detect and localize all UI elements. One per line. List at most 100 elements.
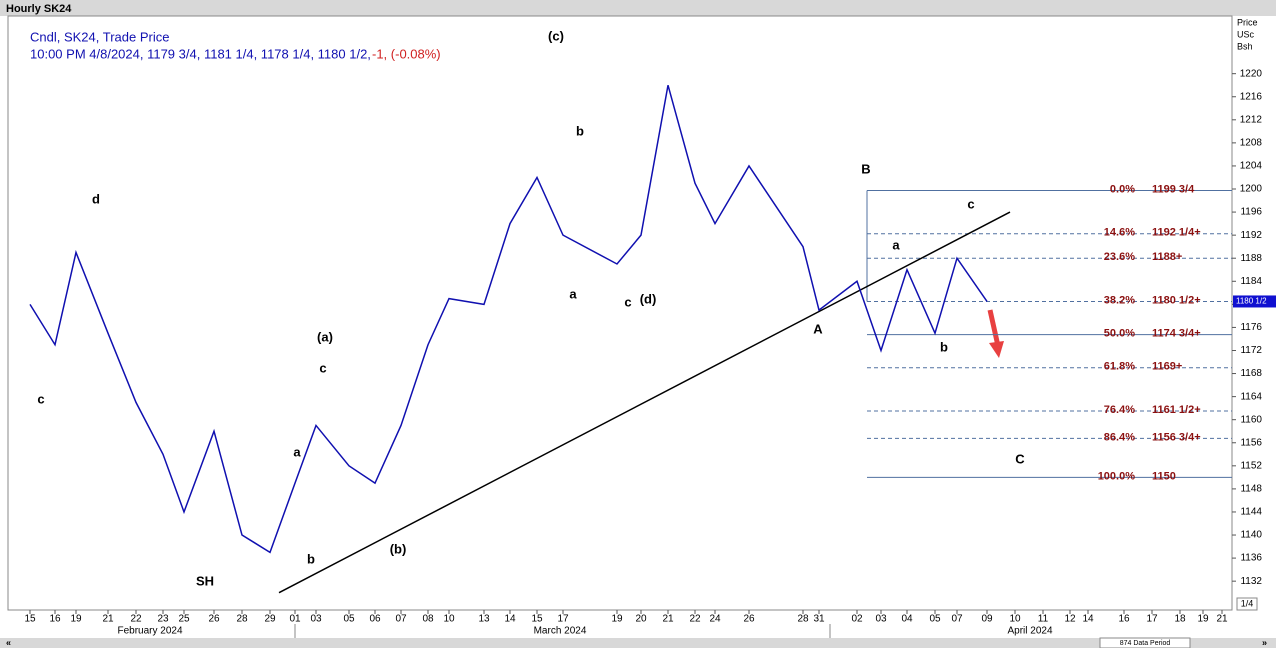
fib-price: 1174 3/4+	[1152, 328, 1201, 340]
y-tick-label: 1152	[1240, 460, 1262, 471]
wave-label: (d)	[640, 291, 657, 306]
axis-header: Bsh	[1237, 41, 1253, 51]
chart-title: Hourly SK24	[6, 3, 72, 15]
x-tick-label: 09	[981, 614, 993, 625]
x-tick-label: 10	[443, 614, 455, 625]
x-tick-label: 16	[1118, 614, 1130, 625]
wave-label: b	[940, 339, 948, 354]
x-tick-label: 19	[611, 614, 623, 625]
fib-price: 1169+	[1152, 361, 1182, 373]
title-bar	[0, 0, 1276, 16]
legend-line: 10:00 PM 4/8/2024, 1179 3/4, 1181 1/4, 1…	[30, 46, 371, 61]
month-label: March 2024	[534, 626, 587, 637]
y-tick-label: 1140	[1240, 530, 1262, 541]
y-tick-label: 1172	[1240, 345, 1262, 356]
fib-pct: 14.6%	[1104, 227, 1135, 239]
y-tick-label: 1164	[1240, 391, 1262, 402]
current-price-box	[1233, 295, 1276, 308]
wave-label: a	[892, 237, 900, 252]
zoom-box[interactable]	[1236, 597, 1258, 611]
x-tick-label: 29	[264, 614, 276, 625]
x-tick-label: 05	[929, 614, 941, 625]
fib-price: 1192 1/4+	[1152, 227, 1201, 239]
x-tick-label: 12	[1064, 614, 1076, 625]
fib-pct: 38.2%	[1104, 294, 1135, 306]
price-line	[29, 85, 988, 554]
wave-label: (a)	[317, 329, 333, 344]
fib-price: 1150	[1152, 470, 1176, 482]
y-tick-label: 1208	[1240, 138, 1263, 149]
arrow-head	[989, 341, 1004, 358]
plot-area	[7, 15, 1233, 611]
scroll-right[interactable]: »	[1262, 637, 1267, 647]
fib-price: 1180 1/2+	[1152, 294, 1201, 306]
x-tick-label: 19	[70, 614, 82, 625]
wave-label: c	[967, 196, 974, 211]
fib-pct: 23.6%	[1104, 251, 1135, 263]
fib-price: 1156 3/4+	[1152, 431, 1201, 443]
wave-label: B	[861, 161, 870, 176]
month-label: April 2024	[1007, 626, 1052, 637]
x-tick-label: 26	[208, 614, 220, 625]
arrow	[987, 309, 1001, 347]
y-tick-label: 1176	[1240, 322, 1262, 333]
fib-pct: 61.8%	[1104, 361, 1135, 373]
fib-pct: 0.0%	[1110, 183, 1135, 195]
x-tick-label: 28	[236, 614, 248, 625]
footer-text: 874 Data Period	[1120, 640, 1171, 647]
fib-price: 1199 3/4	[1152, 183, 1195, 195]
x-tick-label: 17	[557, 614, 569, 625]
x-tick-label: 15	[531, 614, 543, 625]
current-price-label: 1180 1/2	[1236, 297, 1267, 306]
wave-label: a	[569, 286, 577, 301]
x-tick-label: 11	[1038, 614, 1049, 625]
x-tick-label: 05	[343, 614, 355, 625]
legend-change: -1, (-0.08%)	[372, 46, 441, 61]
x-tick-label: 28	[797, 614, 809, 625]
x-tick-label: 01	[289, 614, 301, 625]
x-tick-label: 10	[1009, 614, 1021, 625]
wave-label: c	[319, 360, 326, 375]
x-tick-label: 16	[49, 614, 61, 625]
wave-label: c	[37, 391, 44, 406]
wave-label: d	[92, 191, 100, 206]
y-tick-label: 1216	[1240, 91, 1263, 102]
x-tick-label: 06	[369, 614, 381, 625]
x-tick-label: 02	[851, 614, 863, 625]
wave-label: C	[1015, 451, 1025, 466]
fib-pct: 100.0%	[1098, 470, 1136, 482]
y-tick-label: 1188	[1240, 253, 1262, 264]
y-tick-label: 1148	[1240, 484, 1262, 495]
axis-header: USc	[1237, 29, 1255, 39]
y-tick-label: 1192	[1240, 230, 1262, 241]
fib-price: 1161 1/2+	[1152, 404, 1201, 416]
wave-label: (b)	[390, 541, 407, 556]
fib-pct: 86.4%	[1104, 431, 1135, 443]
x-tick-label: 24	[709, 614, 721, 625]
wave-label: b	[576, 123, 584, 138]
x-tick-label: 07	[951, 614, 963, 625]
wave-label: (c)	[548, 28, 564, 43]
x-tick-label: 13	[478, 614, 490, 625]
y-tick-label: 1184	[1240, 276, 1262, 287]
x-tick-label: 22	[689, 614, 701, 625]
x-tick-label: 21	[1216, 614, 1228, 625]
y-tick-label: 1156	[1240, 437, 1262, 448]
y-tick-label: 1160	[1240, 414, 1262, 425]
fib-price: 1188+	[1152, 251, 1182, 263]
y-tick-label: 1204	[1240, 161, 1263, 172]
y-tick-label: 1200	[1240, 184, 1263, 195]
x-tick-label: 08	[422, 614, 434, 625]
wave-label: A	[813, 321, 823, 336]
x-tick-label: 15	[24, 614, 36, 625]
x-tick-label: 04	[901, 614, 913, 625]
x-tick-label: 21	[662, 614, 674, 625]
scroll-left[interactable]: «	[6, 637, 11, 647]
x-tick-label: 21	[102, 614, 114, 625]
y-tick-label: 1220	[1240, 68, 1263, 79]
wave-label: c	[624, 294, 631, 309]
x-tick-label: 03	[310, 614, 322, 625]
wave-label: a	[293, 444, 301, 459]
x-tick-label: 03	[875, 614, 887, 625]
